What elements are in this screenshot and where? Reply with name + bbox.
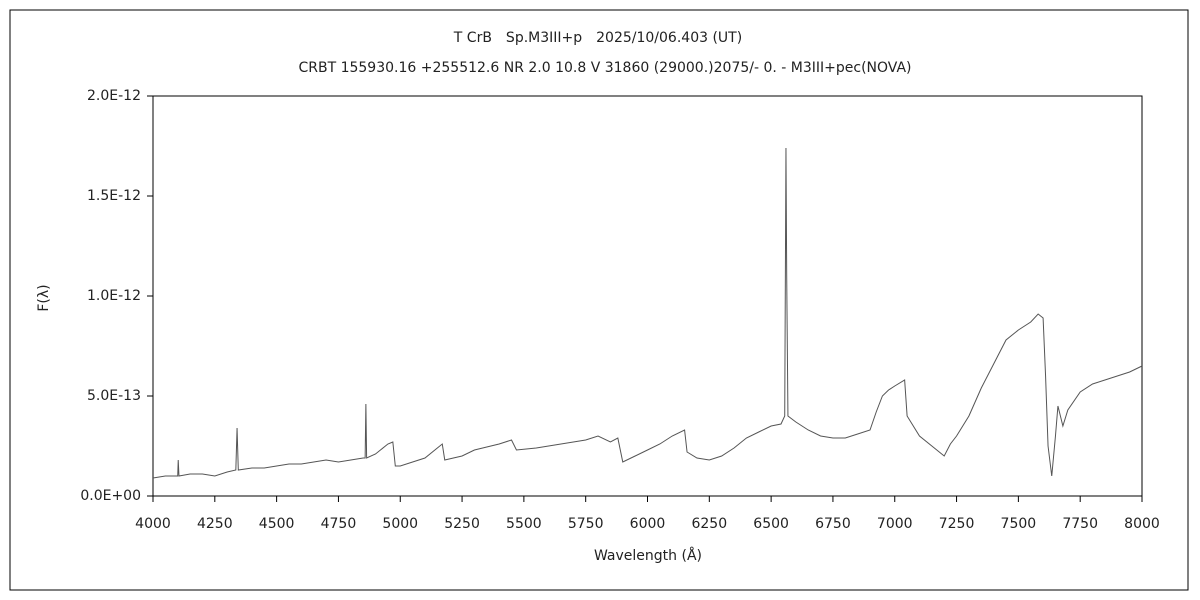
x-tick-label: 6750	[815, 516, 851, 532]
x-tick-label: 7500	[1001, 516, 1037, 532]
y-tick-label: 2.0E-12	[87, 88, 141, 104]
plot-area	[152, 95, 1143, 497]
y-tick-label: 5.0E-13	[87, 388, 141, 404]
frame	[9, 9, 1189, 591]
x-tick-label: 8000	[1124, 516, 1160, 532]
x-tick-label: 6250	[691, 516, 727, 532]
x-tick-label: 7250	[939, 516, 975, 532]
x-tick-label: 5250	[444, 516, 480, 532]
x-tick-label: 7750	[1062, 516, 1098, 532]
chart-subtitle: CRBT 155930.16 +255512.6 NR 2.0 10.8 V 3…	[298, 60, 911, 76]
x-tick-label: 4000	[135, 516, 171, 532]
y-tick-label: 0.0E+00	[80, 488, 141, 504]
y-tick-label: 1.5E-12	[87, 188, 141, 204]
x-tick-label: 5750	[568, 516, 604, 532]
x-tick-label: 4250	[197, 516, 233, 532]
x-tick-label: 4500	[259, 516, 295, 532]
x-tick-label: 6500	[753, 516, 789, 532]
x-tick-label: 5000	[382, 516, 418, 532]
y-tick-label: 1.0E-12	[87, 288, 141, 304]
x-tick-label: 5500	[506, 516, 542, 532]
x-tick-label: 4750	[321, 516, 357, 532]
x-axis-label: Wavelength (Å)	[594, 547, 702, 564]
chart-title: T CrB Sp.M3III+p 2025/10/06.403 (UT)	[453, 30, 742, 46]
y-axis-label: F(λ)	[36, 284, 52, 311]
x-tick-label: 6000	[630, 516, 666, 532]
spectrum-line	[152, 147, 1143, 479]
x-tick-label: 7000	[877, 516, 913, 532]
